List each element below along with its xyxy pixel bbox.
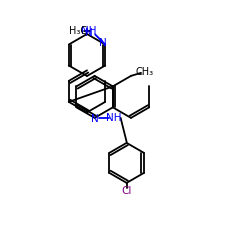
Text: N: N <box>85 28 93 38</box>
Text: N: N <box>91 114 98 124</box>
Text: N: N <box>99 38 107 48</box>
Text: H₃C: H₃C <box>69 26 87 36</box>
Text: NH: NH <box>106 113 122 123</box>
Text: CH₃: CH₃ <box>136 67 154 77</box>
Text: Cl: Cl <box>122 186 132 196</box>
Text: NH: NH <box>82 26 97 36</box>
